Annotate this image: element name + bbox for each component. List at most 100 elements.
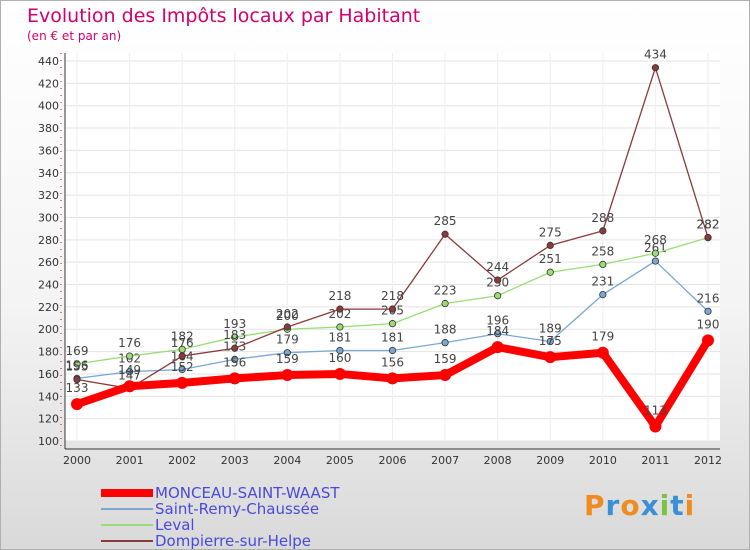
y-tick-label: 300 xyxy=(38,211,59,224)
data-label: 268 xyxy=(644,233,667,247)
data-label: 160 xyxy=(328,351,351,365)
data-label: 193 xyxy=(223,317,246,331)
data-point xyxy=(439,369,452,382)
data-point xyxy=(702,334,714,347)
data-point xyxy=(73,375,81,384)
data-point xyxy=(599,290,607,299)
chart-title: Evolution des Impôts locaux par Habitant xyxy=(27,5,421,27)
legend-swatch xyxy=(101,489,153,497)
data-label: 202 xyxy=(276,307,299,321)
legend-swatch xyxy=(101,508,153,510)
data-label: 152 xyxy=(171,360,194,374)
y-tick-label: 320 xyxy=(38,189,59,202)
y-tick-label: 260 xyxy=(38,256,59,269)
data-point xyxy=(388,305,397,313)
data-point xyxy=(125,368,134,376)
data-label: 251 xyxy=(539,252,562,266)
y-tick-label: 120 xyxy=(38,413,59,426)
data-point xyxy=(71,398,83,411)
data-label: 196 xyxy=(486,314,509,328)
logo-letter: t xyxy=(670,489,685,522)
data-point xyxy=(546,268,554,276)
data-label: 189 xyxy=(539,322,562,336)
y-tick-label: 380 xyxy=(38,122,59,135)
data-point xyxy=(649,420,662,433)
data-point xyxy=(599,260,607,269)
x-tick-label: 2001 xyxy=(116,454,144,467)
data-label: 218 xyxy=(381,289,404,303)
data-point xyxy=(491,341,504,354)
data-label: 175 xyxy=(539,334,562,348)
data-point xyxy=(283,323,291,331)
data-point xyxy=(494,276,502,284)
data-label: 188 xyxy=(434,323,457,337)
data-label: 244 xyxy=(486,260,509,274)
data-label: 285 xyxy=(434,214,457,228)
data-point xyxy=(651,257,660,265)
data-label: 216 xyxy=(697,291,720,305)
data-point xyxy=(651,64,660,72)
data-label: 231 xyxy=(591,275,614,289)
data-point xyxy=(546,337,554,346)
legend-swatch xyxy=(101,540,153,542)
data-label: 155 xyxy=(66,360,89,374)
data-point xyxy=(336,323,344,331)
data-point xyxy=(228,372,241,385)
data-label: 156 xyxy=(223,355,246,369)
data-point xyxy=(546,241,554,250)
data-label: 181 xyxy=(328,330,351,344)
logo-letter: x xyxy=(640,489,660,522)
data-point xyxy=(178,365,186,374)
x-tick-label: 2003 xyxy=(221,454,249,467)
chart-subtitle: (en € et par an) xyxy=(27,29,122,43)
x-tick-label: 2000 xyxy=(63,454,91,467)
x-tick-label: 2009 xyxy=(536,454,564,467)
data-point xyxy=(599,227,607,235)
data-point xyxy=(178,352,186,360)
legend-swatch xyxy=(101,524,153,526)
data-point xyxy=(544,351,557,364)
proxiti-logo: Proxiti xyxy=(584,489,695,522)
x-tick-label: 2007 xyxy=(431,454,459,467)
data-label: 159 xyxy=(434,352,457,366)
y-tick-label: 440 xyxy=(38,55,59,68)
data-label: 183 xyxy=(223,328,246,342)
data-point xyxy=(494,330,502,338)
data-label: 434 xyxy=(644,48,667,62)
data-label: 156 xyxy=(381,355,404,369)
data-point xyxy=(441,339,449,347)
data-label: 113 xyxy=(644,403,667,417)
data-label: 184 xyxy=(486,324,509,338)
x-tick-label: 2008 xyxy=(484,454,512,467)
data-label: 181 xyxy=(381,330,404,344)
data-point xyxy=(283,349,291,357)
x-tick-label: 2011 xyxy=(641,454,669,467)
x-tick-label: 2006 xyxy=(379,454,407,467)
data-label: 223 xyxy=(434,284,457,298)
data-point xyxy=(388,346,397,355)
y-tick-label: 200 xyxy=(38,323,59,336)
logo-letter: o xyxy=(620,489,641,522)
y-tick-label: 140 xyxy=(38,390,59,403)
data-point xyxy=(441,230,449,238)
logo-letter: r xyxy=(605,489,621,522)
data-label: 176 xyxy=(171,336,194,350)
data-point xyxy=(651,249,660,257)
data-label: 147 xyxy=(118,368,141,382)
x-tick-label: 2004 xyxy=(273,454,301,467)
data-label: 133 xyxy=(66,381,89,395)
legend-label: Leval xyxy=(155,516,195,534)
y-tick-label: 340 xyxy=(38,167,59,180)
data-point xyxy=(704,307,712,315)
data-label: 282 xyxy=(697,218,720,232)
data-label: 169 xyxy=(66,344,89,358)
data-point xyxy=(494,292,502,300)
logo-letter: P xyxy=(584,489,606,522)
y-tick-label: 420 xyxy=(38,77,59,90)
data-label: 176 xyxy=(118,336,141,350)
data-point xyxy=(333,367,346,380)
data-point xyxy=(441,299,449,308)
data-label: 179 xyxy=(591,330,614,344)
